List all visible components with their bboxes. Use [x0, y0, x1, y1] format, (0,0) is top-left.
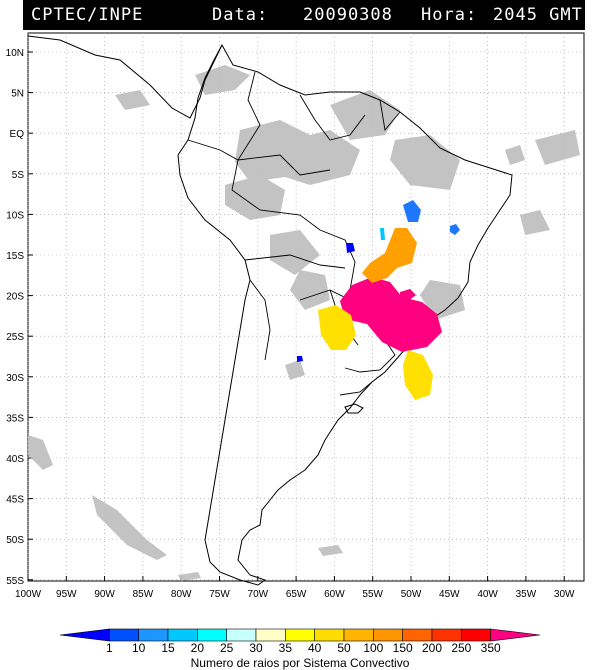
lon-label: 95W	[56, 589, 77, 600]
legend-swatch	[138, 628, 169, 642]
legend-tick: 250	[451, 641, 471, 655]
legend-tick: 100	[363, 641, 383, 655]
legend-title: Numero de raios por Sistema Convectivo	[191, 656, 410, 670]
lon-label: 80W	[171, 589, 192, 600]
storm-blue-4	[450, 224, 460, 235]
legend-swatch	[314, 628, 345, 642]
legend-tick-labels: 1 10 15 20 25 30 35 40 50 100 150 200 250 350	[106, 641, 501, 655]
legend-tick: 15	[161, 641, 175, 655]
legend-swatch	[167, 628, 198, 642]
legend-tick: 350	[481, 641, 501, 655]
cloud-cover	[28, 65, 580, 581]
lat-label: 35S	[6, 413, 24, 424]
storm-yellow-2	[403, 350, 433, 400]
legend-swatch	[59, 628, 110, 642]
legend-swatch	[490, 628, 541, 642]
date-label: Data:	[212, 5, 269, 25]
lat-label: 30S	[6, 373, 24, 384]
hour-label: Hora:	[421, 5, 478, 25]
lat-label: 10S	[6, 210, 24, 221]
legend-swatch	[226, 628, 257, 642]
legend-swatch	[285, 628, 315, 642]
legend-tick: 150	[393, 641, 413, 655]
longitude-labels: 100W 95W 90W 85W 80W 75W 70W 65W 60W 55W 50W 45W 40W…	[15, 589, 575, 600]
storm-yellow-1	[318, 305, 356, 350]
storm-pink-1	[340, 277, 442, 352]
legend-swatch	[373, 628, 403, 642]
color-legend: 1 10 15 20 25 30 35 40 50 100 150 200 250 350 Numero …	[59, 628, 541, 670]
legend-tick: 50	[337, 641, 351, 655]
grid-lines	[27, 33, 584, 581]
lon-label: 90W	[94, 589, 115, 600]
legend-tick: 20	[191, 641, 205, 655]
lat-label: 15S	[6, 251, 24, 262]
legend-tick: 30	[249, 641, 263, 655]
south-america-outline	[177, 43, 513, 586]
legend-swatch	[461, 628, 491, 642]
lon-label: 65W	[286, 589, 307, 600]
lat-label: 50S	[6, 535, 24, 546]
legend-tick: 200	[422, 641, 442, 655]
island-outline	[344, 403, 364, 414]
lightning-map: 10N5NEQ5S10S15S20S25S30S35S40S45S50S55S …	[6, 32, 585, 600]
lon-label: 75W	[209, 589, 230, 600]
legend-tick: 35	[279, 641, 293, 655]
lat-label: 55S	[6, 576, 24, 587]
lon-label: 30W	[554, 589, 575, 600]
central-america-outline	[27, 35, 223, 119]
lon-label: 55W	[362, 589, 383, 600]
legend-swatch	[255, 628, 286, 642]
legend-swatch	[343, 628, 374, 642]
storm-pink-2	[400, 289, 416, 301]
source-label: CPTEC/INPE	[31, 5, 144, 25]
lon-label: 60W	[324, 589, 345, 600]
lat-label: 45S	[6, 495, 24, 506]
storm-orange	[362, 228, 417, 283]
storm-cyan	[380, 228, 385, 240]
convective-systems	[297, 200, 460, 400]
storm-blue-3	[297, 356, 303, 362]
legend-swatch	[402, 628, 433, 642]
date-value: 20090308	[303, 5, 393, 25]
storm-blue-1	[403, 200, 421, 222]
legend-swatch	[431, 628, 462, 642]
lon-label: 40W	[477, 589, 498, 600]
legend-tick: 25	[220, 641, 234, 655]
legend-tick: 10	[132, 641, 146, 655]
hour-value: 2045 GMT	[493, 5, 583, 25]
legend-tick: 40	[308, 641, 322, 655]
lat-label: 10N	[6, 48, 24, 59]
legend-swatch	[109, 628, 139, 642]
lon-label: 35W	[516, 589, 537, 600]
lat-label: 5N	[11, 89, 24, 100]
lat-label: 5S	[12, 170, 25, 181]
latitude-labels: 10N 5N EQ 5S 10S 15S 20S 25S 30S 35S 40S 45S 50S 55S	[6, 48, 25, 587]
lon-label: 100W	[15, 589, 42, 600]
storm-blue-2	[346, 243, 355, 253]
legend-colorbar	[59, 628, 541, 642]
lon-label: 45W	[439, 589, 460, 600]
lat-label: 25S	[6, 332, 24, 343]
lat-label: 40S	[6, 454, 24, 465]
title-bar: CPTEC/INPE Data: 20090308 Hora: 2045 GMT	[23, 0, 585, 30]
lon-label: 70W	[248, 589, 269, 600]
legend-swatch	[197, 628, 227, 642]
lat-label: 20S	[6, 292, 24, 303]
lon-label: 50W	[401, 589, 422, 600]
lon-label: 85W	[133, 589, 154, 600]
lat-label: EQ	[10, 129, 25, 140]
legend-tick: 1	[106, 641, 113, 655]
